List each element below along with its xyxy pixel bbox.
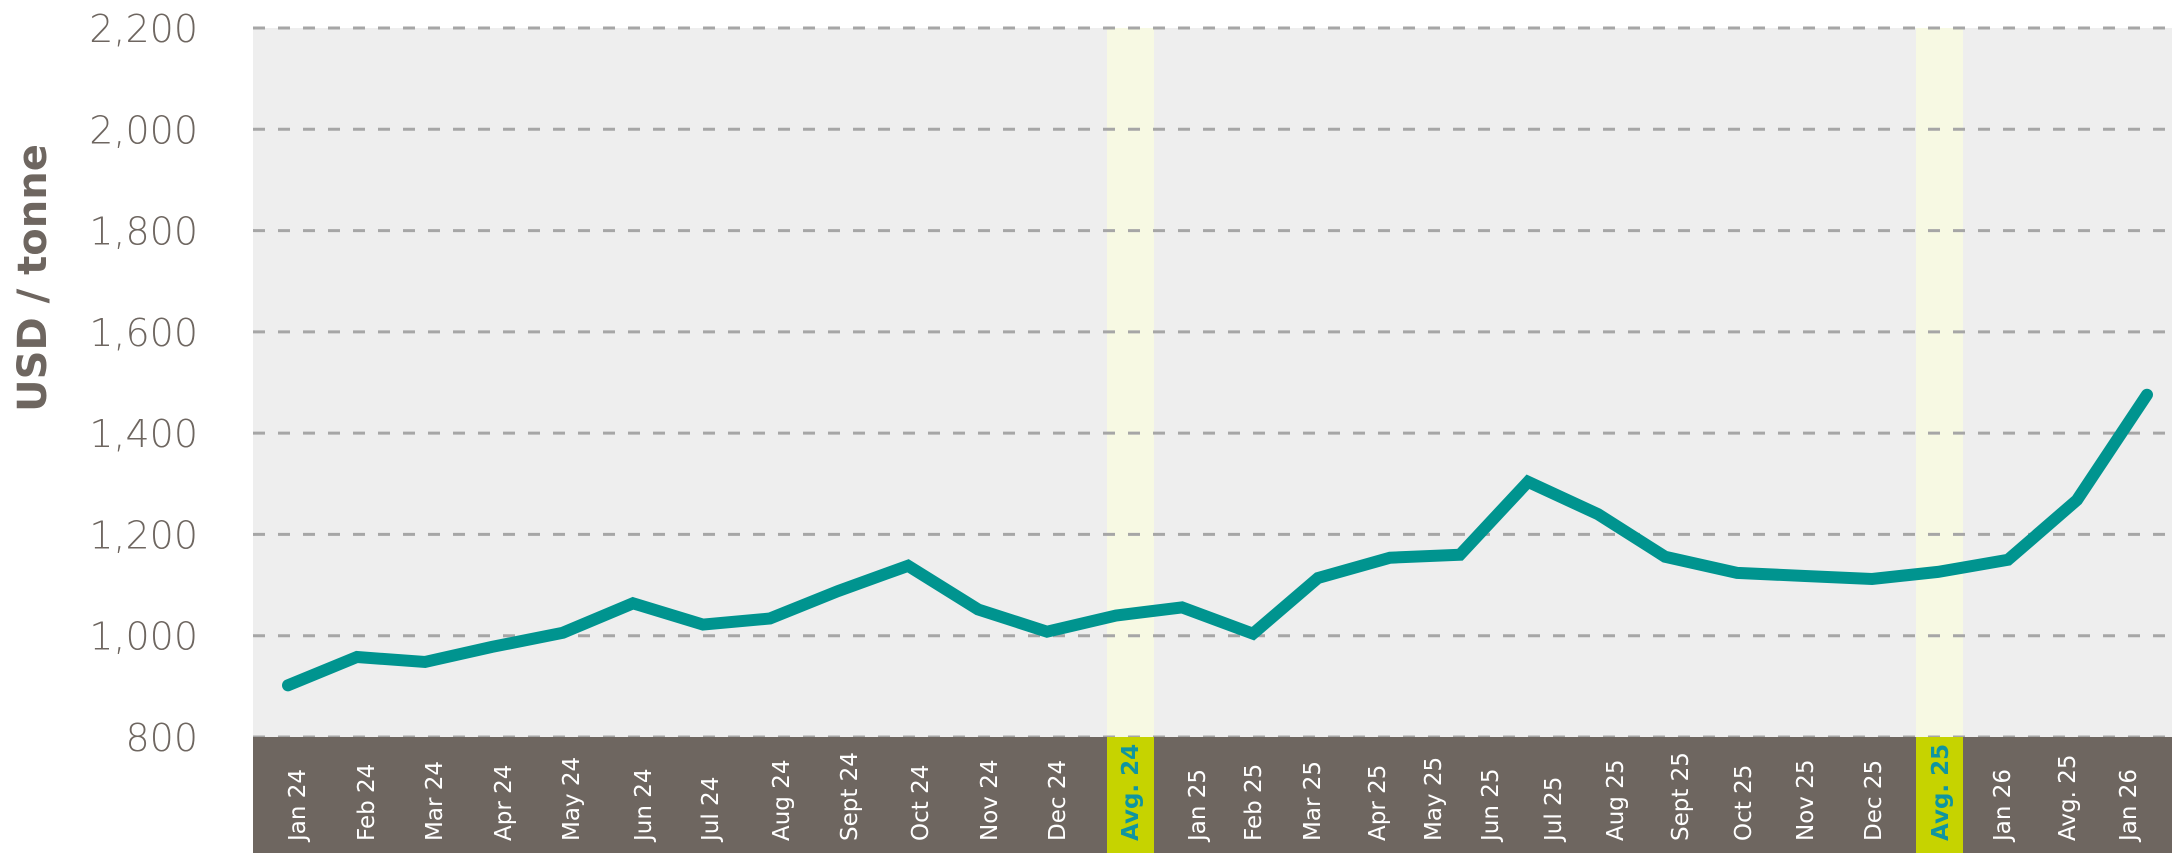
x-axis-label: Aug 24 (769, 760, 795, 842)
price-line (282, 388, 2153, 692)
x-axis-label: Sept 25 (1668, 752, 1694, 841)
x-axis-label: Avg. 25 (1928, 744, 1954, 841)
x-axis-label: Apr 24 (491, 765, 517, 841)
x-axis-label: Jan 26 (1990, 769, 2016, 843)
average-label-highlight (1916, 737, 1963, 853)
x-axis-label: Dec 25 (1861, 760, 1887, 841)
average-label-highlights (1107, 737, 1963, 853)
x-axis-label: Apr 25 (1365, 765, 1391, 841)
x-axis-label: Jan 26 (2116, 769, 2142, 843)
x-axis-label: Oct 24 (908, 765, 934, 841)
x-axis-label: Sept 24 (837, 752, 863, 841)
average-label-highlight (1107, 737, 1154, 853)
x-axis-label: Dec 24 (1045, 760, 1071, 841)
x-axis-label: Oct 25 (1731, 765, 1757, 841)
x-axis-label: Aug 25 (1603, 760, 1629, 842)
x-axis-label: Mar 24 (422, 761, 448, 841)
y-tick-label: 1,000 (89, 615, 198, 659)
average-column-1 (1107, 28, 1154, 737)
plot-background (253, 28, 2172, 737)
x-axis-label: Jan 24 (285, 769, 311, 843)
x-axis-label: Mar 25 (1300, 761, 1326, 841)
x-axis-label: Jul 25 (1541, 777, 1567, 843)
x-axis-label: Feb 25 (1241, 764, 1267, 841)
x-axis-label: May 24 (559, 757, 585, 841)
x-axis-label: Jun 24 (631, 768, 657, 843)
x-axis-label: Nov 25 (1793, 760, 1819, 841)
y-tick-label: 1,800 (89, 210, 198, 254)
y-axis-ticks: 800 1,000 1,200 1,400 1,600 1,800 2,000 2,200 (89, 7, 198, 760)
x-axis-label: Jan 25 (1185, 769, 1211, 843)
x-axis-label: Jun 25 (1478, 768, 1504, 843)
y-axis-title: USD / tonne (10, 144, 56, 412)
y-tick-label: 1,400 (89, 412, 198, 456)
x-axis-label: Avg. 24 (1118, 744, 1144, 841)
x-axis-labels: Jan 24 Feb 24 Mar 24 Apr 24 May 24 Jun 24 Jul … (285, 744, 2142, 843)
x-axis-label: Feb 24 (354, 764, 380, 841)
x-axis-label: Nov 24 (977, 760, 1003, 841)
y-tick-label: 2,200 (89, 7, 198, 51)
x-axis-label: Jul 24 (698, 777, 724, 843)
x-axis-label: Avg. 25 (2055, 755, 2081, 842)
y-tick-label: 800 (125, 716, 198, 760)
y-tick-label: 1,600 (89, 311, 198, 355)
average-column-2 (1916, 28, 1963, 737)
x-axis-band (253, 737, 2172, 853)
y-tick-label: 2,000 (89, 108, 198, 152)
y-tick-label: 1,200 (89, 513, 198, 557)
x-axis-label: May 25 (1421, 757, 1447, 841)
